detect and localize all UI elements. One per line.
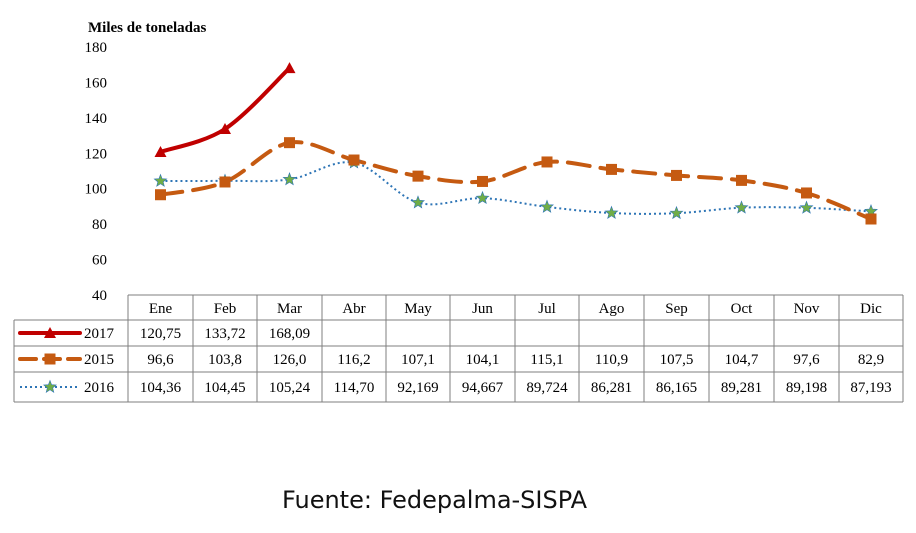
- data-point-marker: [348, 154, 360, 166]
- category-label: Jun: [472, 301, 493, 317]
- legend-label-2015: 2015: [84, 352, 114, 368]
- data-label: 126,0: [273, 352, 307, 368]
- legend-label-2017: 2017: [84, 326, 115, 342]
- data-point-marker: [540, 199, 554, 213]
- line-chart: Miles de toneladas 40 60 80 100 120 140 160 180…: [13, 20, 904, 403]
- y-axis-label: Miles de toneladas: [88, 20, 206, 36]
- category-label: Ene: [149, 301, 173, 317]
- y-tick-label: 140: [85, 111, 108, 127]
- data-point-marker: [412, 170, 424, 182]
- data-label: 86,281: [591, 380, 632, 396]
- data-label: 97,6: [793, 352, 820, 368]
- data-label: 104,7: [725, 352, 759, 368]
- y-tick-label: 100: [85, 182, 108, 198]
- y-tick-label: 40: [92, 288, 107, 304]
- category-label: Nov: [794, 301, 820, 317]
- data-label: 110,9: [595, 352, 628, 368]
- data-point-marker: [154, 145, 167, 157]
- y-tick-label: 60: [92, 253, 107, 269]
- data-point-marker: [801, 187, 812, 199]
- data-label: 87,193: [850, 380, 891, 396]
- data-label: 104,1: [466, 352, 500, 368]
- data-label: 82,9: [858, 352, 884, 368]
- y-axis-ticks: 40 60 80 100 120 140 160 180: [85, 40, 108, 304]
- series-lines: [158, 66, 873, 221]
- y-tick-label: 180: [85, 40, 108, 56]
- data-point-marker: [799, 200, 814, 214]
- data-table: Ene Feb Mar Abr May Jun Jul Ago Sep Oct Nov Dic 2017…: [13, 294, 904, 403]
- category-label: May: [404, 301, 432, 317]
- data-label: 133,72: [204, 326, 245, 342]
- y-tick-label: 160: [85, 75, 108, 91]
- category-label: Sep: [665, 301, 688, 317]
- category-label: Feb: [214, 301, 237, 317]
- data-point-marker: [671, 169, 682, 181]
- category-label: Abr: [342, 301, 365, 317]
- data-label: 86,165: [656, 380, 697, 396]
- series-line-2017: [158, 66, 292, 154]
- data-label: 103,8: [208, 352, 242, 368]
- data-point-marker: [153, 173, 168, 187]
- data-point-marker: [736, 174, 747, 186]
- data-point-marker: [669, 205, 684, 220]
- data-label: 107,5: [660, 352, 694, 368]
- data-point-marker: [734, 200, 749, 214]
- data-point-marker: [411, 195, 425, 209]
- data-label: 94,667: [462, 380, 504, 396]
- data-point-marker: [541, 156, 553, 168]
- data-label: 114,70: [334, 380, 375, 396]
- data-label: 107,1: [401, 352, 435, 368]
- data-label: 105,24: [269, 380, 311, 396]
- data-point-marker: [44, 353, 56, 365]
- data-point-marker: [865, 213, 877, 225]
- category-label: Mar: [277, 301, 302, 317]
- data-point-marker: [604, 205, 619, 219]
- y-tick-label: 120: [85, 146, 108, 162]
- data-point-marker: [155, 189, 166, 201]
- data-point-marker: [606, 163, 617, 175]
- data-point-marker: [43, 379, 57, 393]
- series-markers: [153, 62, 878, 225]
- data-label: 104,45: [204, 380, 245, 396]
- y-tick-label: 80: [92, 217, 107, 233]
- category-label: Ago: [599, 301, 625, 317]
- series-line-2015: [158, 140, 873, 221]
- data-point-marker: [219, 122, 231, 134]
- category-label: Jul: [538, 301, 556, 317]
- data-label: 96,6: [147, 352, 174, 368]
- data-point-marker: [282, 172, 297, 186]
- data-label: 104,36: [140, 380, 182, 396]
- data-label: 89,724: [526, 380, 568, 396]
- data-label: 89,281: [721, 380, 762, 396]
- legend-label-2016: 2016: [84, 380, 115, 396]
- data-point-marker: [477, 175, 488, 187]
- category-label: Oct: [731, 301, 753, 317]
- data-label: 116,2: [337, 352, 370, 368]
- data-point-marker: [284, 137, 295, 149]
- data-label: 168,09: [269, 326, 310, 342]
- data-point-marker: [283, 62, 296, 74]
- source-caption: Fuente: Fedepalma-SISPA: [282, 486, 588, 514]
- data-point-marker: [475, 190, 490, 205]
- data-label: 89,198: [786, 380, 827, 396]
- data-label: 92,169: [397, 380, 438, 396]
- data-point-marker: [44, 327, 56, 338]
- data-point-marker: [219, 176, 231, 188]
- category-label: Dic: [860, 301, 882, 317]
- data-label: 120,75: [140, 326, 181, 342]
- data-label: 115,1: [530, 352, 563, 368]
